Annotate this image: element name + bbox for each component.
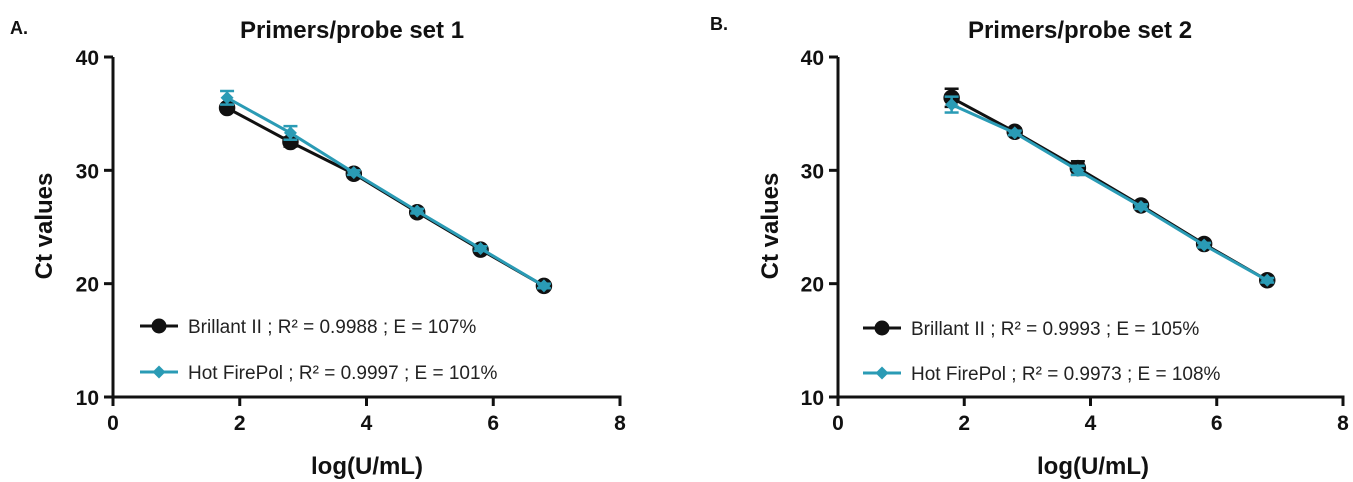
legend-marker (875, 366, 889, 380)
x-tick-label: 0 (107, 412, 119, 435)
legend-label: Hot FirePol ; R² = 0.9973 ; E = 108% (911, 364, 1221, 385)
legend-marker (151, 318, 167, 334)
y-axis-label: Ct values (757, 173, 784, 280)
data-point (537, 279, 551, 293)
series-2 (220, 89, 551, 293)
data-point (1008, 126, 1022, 140)
chart-title: Primers/probe set 2 (968, 17, 1192, 44)
series-line (226, 96, 545, 288)
legend-item: Brillant II ; R² = 0.9988 ; E = 107% (140, 317, 476, 338)
legend: Brillant II ; R² = 0.9993 ; E = 105% Hot … (863, 319, 1221, 385)
data-point (945, 98, 959, 112)
chart-title: Primers/probe set 1 (240, 17, 464, 44)
legend-label: Hot FirePol ; R² = 0.9997 ; E = 101% (188, 363, 498, 384)
y-tick-label: 40 (801, 47, 824, 70)
y-tick-label: 30 (801, 160, 824, 183)
y-tick-label: 20 (76, 274, 99, 297)
legend-label: Brillant II ; R² = 0.9988 ; E = 107% (188, 317, 476, 338)
data-point (1260, 273, 1274, 287)
y-tick-label: 10 (801, 387, 824, 410)
legend-marker (874, 320, 890, 336)
data-point (220, 91, 234, 105)
legend: Brillant II ; R² = 0.9988 ; E = 107% Hot … (140, 317, 498, 384)
legend-item: Hot FirePol ; R² = 0.9973 ; E = 108% (863, 364, 1221, 385)
legend-marker (152, 365, 166, 379)
y-tick-label: 10 (76, 387, 99, 410)
x-tick-label: 0 (832, 412, 844, 435)
data-point (410, 204, 424, 218)
data-point (1134, 200, 1148, 214)
x-tick-label: 6 (1211, 412, 1223, 435)
y-tick-label: 20 (801, 274, 824, 297)
x-axis-label: log(U/mL) (311, 453, 423, 480)
x-tick-label: 2 (234, 412, 246, 435)
series-2 (944, 95, 1275, 287)
y-axis-label: Ct values (31, 173, 58, 280)
chart-panel-1: A. Primers/probe set 1 0 2 4 6 8 10 20 30 40 log(U/… (10, 17, 626, 480)
y-tick-label: 30 (76, 160, 99, 183)
data-point (1071, 163, 1085, 177)
panel-label: B. (710, 14, 728, 34)
x-tick-label: 4 (1085, 412, 1097, 435)
data-point (474, 242, 488, 256)
series-line (951, 103, 1268, 282)
legend-item: Hot FirePol ; R² = 0.9997 ; E = 101% (140, 363, 498, 384)
legend-item: Brillant II ; R² = 0.9993 ; E = 105% (863, 319, 1199, 340)
data-point (283, 126, 297, 140)
data-point (347, 166, 361, 180)
panel-label: A. (10, 18, 28, 38)
x-tick-label: 6 (487, 412, 499, 435)
x-tick-label: 8 (1337, 412, 1349, 435)
x-tick-label: 2 (958, 412, 970, 435)
data-point (1197, 238, 1211, 252)
series-1 (218, 99, 553, 295)
chart-panel-2: B. Primers/probe set 2 0 2 4 6 8 10 20 30 40 log(U/… (710, 14, 1349, 480)
x-axis-label: log(U/mL) (1037, 453, 1149, 480)
legend-label: Brillant II ; R² = 0.9993 ; E = 105% (911, 319, 1199, 340)
x-tick-label: 4 (361, 412, 373, 435)
y-tick-label: 40 (76, 47, 99, 70)
x-tick-label: 8 (614, 412, 626, 435)
